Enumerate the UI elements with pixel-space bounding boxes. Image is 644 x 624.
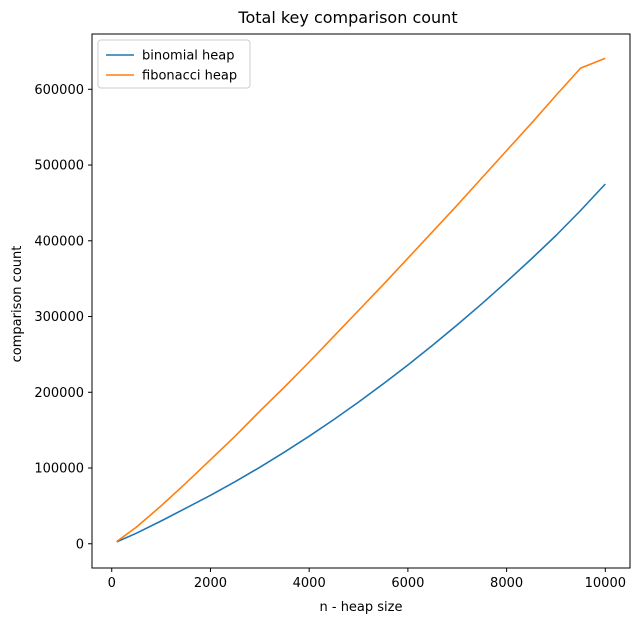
series-line-1 bbox=[116, 57, 606, 543]
y-tick-label-0: 0 bbox=[76, 537, 84, 552]
legend-label-1: fibonacci heap bbox=[142, 69, 237, 84]
x-tick-label-0: 0 bbox=[108, 576, 116, 591]
x-tick-label-3: 6000 bbox=[391, 576, 424, 591]
y-tick-label-5: 500000 bbox=[34, 159, 84, 174]
y-tick-label-2: 200000 bbox=[34, 386, 84, 401]
y-axis-label: comparison count bbox=[10, 246, 25, 363]
legend-box bbox=[97, 39, 251, 89]
x-tick-label-2: 4000 bbox=[293, 576, 326, 591]
x-tick-label-5: 10000 bbox=[585, 576, 626, 591]
y-tick-label-6: 600000 bbox=[34, 83, 84, 98]
plot-area: 0 2000 4000 6000 8000 10000010000020000030000… bbox=[34, 33, 631, 591]
y-tick-label-3: 300000 bbox=[34, 310, 84, 325]
series-line-0 bbox=[116, 183, 606, 543]
chart-title: Total key comparison count bbox=[237, 8, 457, 27]
y-tick-label-1: 100000 bbox=[34, 462, 84, 477]
legend-label-0: binomial heap bbox=[142, 49, 235, 64]
x-tick-label-1: 2000 bbox=[194, 576, 227, 591]
y-tick-label-4: 400000 bbox=[34, 234, 84, 249]
plot-frame bbox=[91, 33, 631, 569]
x-axis-label: n - heap size bbox=[320, 600, 403, 615]
x-tick-label-4: 8000 bbox=[490, 576, 523, 591]
